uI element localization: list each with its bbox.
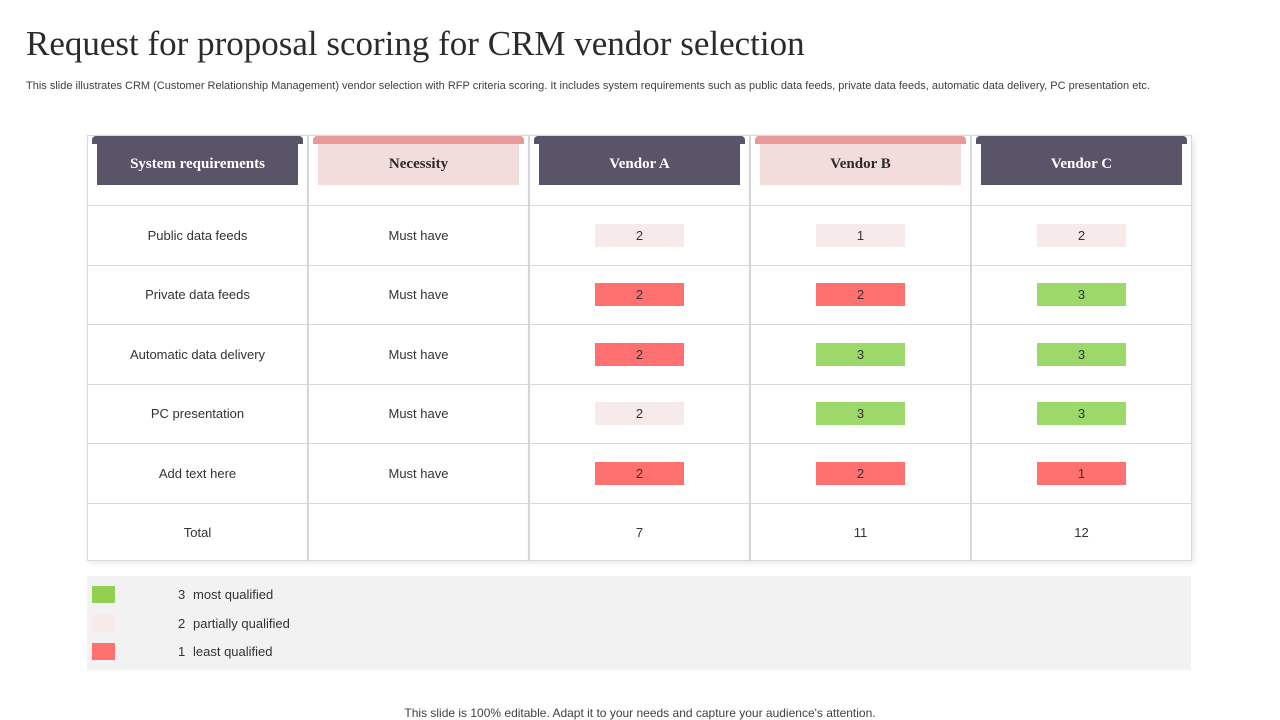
legend-label: least qualified [193,643,273,659]
page-title: Request for proposal scoring for CRM ven… [26,24,805,63]
table-cell: Must have [309,324,528,383]
score-badge: 2 [595,223,684,247]
score-badge: 2 [595,342,684,366]
legend-score: 1 [178,643,186,659]
legend: 3 most qualified 2 partially qualified 1 leas… [87,576,1191,670]
legend-swatch [92,585,115,603]
column-header-tab [534,136,745,144]
legend-score: 2 [178,615,186,631]
table-cell: 2 [972,205,1191,264]
score-badge: 2 [1037,223,1126,247]
table-cell: Add text here [88,443,307,502]
total-cell: 12 [972,502,1191,562]
table-cell: Must have [309,264,528,324]
table-column: Vendor C 2 3 3 3 1 12 [971,135,1192,561]
table-cell: 3 [751,324,970,383]
table-cell: 1 [751,205,970,264]
table-cell: Public data feeds [88,205,307,264]
table-cell: 1 [972,443,1191,502]
legend-label: most qualified [193,586,274,602]
table-cell: Must have [309,443,528,502]
table-cell: 3 [972,383,1191,443]
table-cell: 2 [751,264,970,324]
column-header: Vendor C [981,144,1182,185]
column-header-tab [92,136,303,144]
table-cell: Automatic data delivery [88,324,307,383]
footer-note: This slide is 100% editable. Adapt it to… [404,706,876,720]
score-badge: 2 [816,461,905,485]
table-cell: 2 [530,324,749,383]
score-badge: 3 [816,402,905,425]
table-cell: Must have [309,205,528,264]
total-cell [309,502,528,562]
score-badge: 2 [595,402,684,425]
table-cell: 3 [751,383,970,443]
legend-item: 2 partially qualified [87,614,1191,632]
legend-item: 3 most qualified [87,585,1191,603]
table-cell: Must have [309,383,528,443]
table-cell: 3 [972,264,1191,324]
table-cell: 2 [530,443,749,502]
total-cell: Total [88,502,307,562]
legend-label: partially qualified [193,615,290,631]
legend-swatch [92,642,115,660]
table-column: Necessity Must have Must have Must have Must… [308,135,529,561]
table-cell: 2 [751,443,970,502]
table-cell: PC presentation [88,383,307,443]
score-badge: 3 [816,342,905,366]
legend-item: 1 least qualified [87,642,1191,660]
column-header: Vendor A [539,144,740,185]
score-badge: 3 [1037,342,1126,366]
column-header-tab [313,136,524,144]
score-badge: 2 [816,283,905,306]
table-cell: 3 [972,324,1191,383]
column-header-tab [755,136,966,144]
score-badge: 1 [1037,461,1126,485]
score-badge: 1 [816,223,905,247]
table-cell: 2 [530,264,749,324]
table-cell: 2 [530,205,749,264]
score-badge: 3 [1037,283,1126,306]
table-cell: 2 [530,383,749,443]
column-header-tab [976,136,1187,144]
column-header: Vendor B [760,144,961,185]
table-column: System requirements Public data feeds Priv… [87,135,308,561]
total-cell: 7 [530,502,749,562]
column-header: Necessity [318,144,519,185]
table-column: Vendor B 1 2 3 3 2 11 [750,135,971,561]
column-header: System requirements [97,144,298,185]
score-badge: 3 [1037,402,1126,425]
legend-swatch [92,614,115,632]
score-badge: 2 [595,283,684,306]
total-cell: 11 [751,502,970,562]
legend-score: 3 [178,586,186,602]
score-badge: 2 [595,461,684,485]
table-cell: Private data feeds [88,264,307,324]
page-subtitle: This slide illustrates CRM (Customer Rel… [26,80,1150,92]
table-column: Vendor A 2 2 2 2 2 7 [529,135,750,561]
